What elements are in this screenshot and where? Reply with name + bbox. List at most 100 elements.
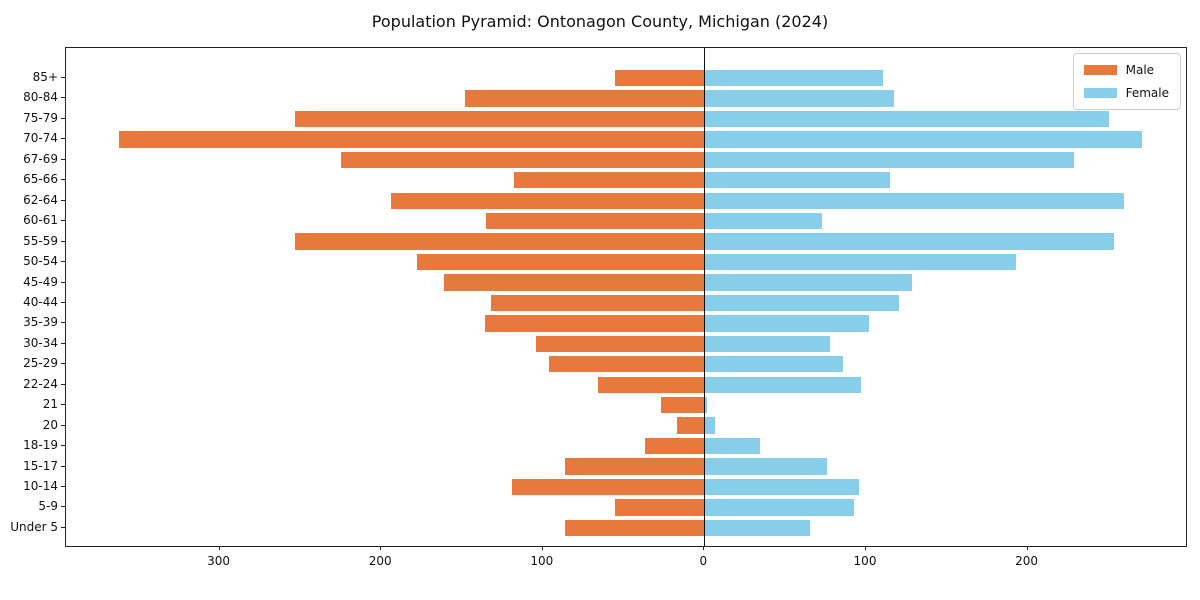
x-tick-label: 0 bbox=[699, 554, 708, 568]
bar-female-62-64 bbox=[705, 192, 1124, 209]
bar-female-80-84 bbox=[705, 90, 895, 107]
y-tick-label-35-39: 35-39 bbox=[23, 315, 58, 330]
bar-male-85+ bbox=[615, 69, 705, 87]
y-tick-mark bbox=[61, 506, 65, 508]
x-tick-mark bbox=[541, 546, 543, 550]
y-tick-label-21: 21 bbox=[42, 397, 58, 412]
y-tick-mark bbox=[61, 404, 65, 406]
y-tick-label-65-66: 65-66 bbox=[23, 172, 58, 187]
y-tick-mark bbox=[61, 261, 65, 263]
x-tick-mark bbox=[703, 546, 705, 550]
legend-male-label: Male bbox=[1125, 63, 1155, 77]
bar-female-55-59 bbox=[705, 233, 1115, 250]
y-tick-mark bbox=[61, 301, 65, 303]
bar-female-67-69 bbox=[705, 151, 1074, 168]
y-tick-mark bbox=[61, 138, 65, 140]
y-tick-label-60-61: 60-61 bbox=[23, 213, 58, 228]
bar-female-20 bbox=[705, 417, 716, 434]
bar-male-65-66 bbox=[513, 172, 705, 189]
bar-male-55-59 bbox=[295, 233, 705, 250]
y-tick-mark bbox=[61, 465, 65, 467]
x-tick-mark bbox=[865, 546, 866, 550]
y-tick-mark bbox=[61, 383, 65, 385]
legend-entry-female: Female bbox=[1083, 86, 1169, 100]
bar-female-18-19 bbox=[705, 437, 761, 455]
legend: Male Female bbox=[1072, 53, 1181, 110]
bar-male-5-9 bbox=[615, 499, 705, 516]
y-tick-label-67-69: 67-69 bbox=[23, 151, 58, 166]
y-tick-label-50-54: 50-54 bbox=[23, 254, 58, 269]
bar-female-30-34 bbox=[705, 335, 830, 353]
y-tick-mark bbox=[61, 281, 65, 283]
bar-male-75-79 bbox=[295, 110, 705, 128]
bar-female-65-66 bbox=[705, 172, 890, 189]
bar-female-40-44 bbox=[705, 294, 900, 312]
legend-female-swatch-icon bbox=[1083, 88, 1117, 98]
y-tick-label-18-19: 18-19 bbox=[23, 438, 58, 453]
y-tick-label-85+: 85+ bbox=[32, 70, 58, 84]
x-tick-label: 200 bbox=[1015, 554, 1039, 568]
bar-male-Under 5 bbox=[565, 519, 705, 537]
y-tick-mark bbox=[61, 342, 65, 344]
y-tick-label-10-14: 10-14 bbox=[23, 479, 58, 493]
zero-axis-line bbox=[704, 48, 706, 546]
y-tick-mark bbox=[61, 220, 65, 222]
y-tick-label-55-59: 55-59 bbox=[23, 233, 58, 248]
legend-entry-male: Male bbox=[1083, 63, 1169, 77]
bar-male-35-39 bbox=[484, 315, 705, 332]
bar-male-40-44 bbox=[491, 294, 705, 312]
y-tick-label-40-44: 40-44 bbox=[23, 294, 58, 309]
bar-female-85+ bbox=[705, 69, 884, 87]
y-tick-label-20: 20 bbox=[42, 417, 58, 432]
y-tick-mark bbox=[61, 199, 65, 201]
plot-area: Male Female bbox=[65, 47, 1187, 547]
bar-female-Under 5 bbox=[705, 519, 811, 537]
bar-male-20 bbox=[676, 417, 705, 434]
bar-female-35-39 bbox=[705, 315, 869, 332]
bar-female-15-17 bbox=[705, 458, 827, 475]
x-tick-label: 100 bbox=[530, 554, 554, 568]
bar-male-80-84 bbox=[465, 90, 705, 107]
x-tick-label: 100 bbox=[853, 554, 877, 568]
y-tick-mark bbox=[61, 445, 65, 447]
y-tick-mark bbox=[61, 117, 65, 119]
bar-male-25-29 bbox=[549, 356, 705, 373]
x-tick-mark bbox=[380, 546, 382, 550]
y-tick-label-45-49: 45-49 bbox=[23, 274, 58, 289]
y-tick-label-22-24: 22-24 bbox=[23, 376, 58, 391]
bar-female-70-74 bbox=[705, 131, 1142, 148]
bar-male-21 bbox=[660, 397, 705, 414]
y-tick-mark bbox=[61, 526, 65, 528]
bar-female-45-49 bbox=[705, 274, 913, 291]
bar-male-62-64 bbox=[390, 192, 705, 209]
y-tick-mark bbox=[61, 158, 65, 160]
y-tick-label-80-84: 80-84 bbox=[23, 90, 58, 105]
y-tick-mark bbox=[61, 77, 65, 78]
x-tick-mark bbox=[1026, 546, 1028, 550]
bar-female-50-54 bbox=[705, 253, 1016, 271]
x-tick-mark bbox=[218, 546, 220, 550]
bar-male-50-54 bbox=[416, 253, 705, 271]
y-tick-mark bbox=[61, 97, 65, 99]
legend-male-swatch-icon bbox=[1083, 65, 1117, 75]
y-tick-label-Under 5: Under 5 bbox=[10, 519, 58, 534]
x-tick-label: 200 bbox=[368, 554, 392, 568]
y-tick-label-30-34: 30-34 bbox=[23, 335, 58, 350]
bar-male-60-61 bbox=[486, 212, 705, 230]
y-tick-label-75-79: 75-79 bbox=[23, 110, 58, 125]
bar-male-15-17 bbox=[565, 458, 705, 475]
chart-title: Population Pyramid: Ontonagon County, Mi… bbox=[371, 12, 829, 31]
bar-female-22-24 bbox=[705, 376, 861, 393]
bar-male-22-24 bbox=[597, 376, 705, 393]
bar-male-30-34 bbox=[536, 335, 705, 353]
y-tick-label-15-17: 15-17 bbox=[23, 458, 58, 473]
bar-female-10-14 bbox=[705, 478, 859, 496]
y-tick-mark bbox=[61, 486, 65, 487]
legend-female-label: Female bbox=[1125, 86, 1169, 100]
bar-male-70-74 bbox=[119, 131, 705, 148]
bar-female-5-9 bbox=[705, 499, 855, 516]
y-tick-label-25-29: 25-29 bbox=[23, 356, 58, 371]
bar-female-21 bbox=[705, 397, 707, 414]
bar-male-18-19 bbox=[644, 437, 705, 455]
